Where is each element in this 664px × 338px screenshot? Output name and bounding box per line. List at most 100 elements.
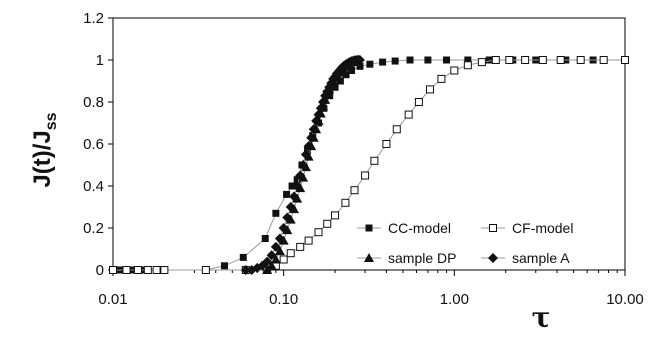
legend-label-sample-dp: sample DP [388,250,456,266]
data-point-cc-model [261,235,269,242]
data-point-cf-model [404,110,413,119]
data-point-cc-model [391,57,399,65]
data-point-sample-a [300,149,311,160]
series-layer [109,55,629,275]
data-point-cf-model [152,266,161,274]
data-point-cf-model [279,255,288,264]
data-point-cf-model [576,56,585,64]
data-point-sample-a [298,160,309,170]
y-tick-label: 1 [96,52,104,69]
y-axis: 0 0.2 0.4 0.6 0.8 1 1.2 [83,10,113,279]
data-point-cc-model [220,262,228,270]
data-point-cf-model [370,156,379,165]
data-point-cf-model [331,211,340,220]
data-point-sample-a [270,241,281,252]
data-point-cc-model [366,60,374,68]
y-tick-label: 1.2 [83,10,104,27]
data-point-sample-a [274,233,285,244]
data-point-sample-a [308,124,319,135]
data-point-cc-model [464,56,472,64]
legend-marker-sample-dp [364,253,374,262]
data-point-cc-model [336,77,344,85]
y-tick-label: 0.2 [83,220,104,237]
data-point-cc-model [293,176,301,184]
data-point-cf-model [382,140,391,148]
y-tick-label: 0.6 [83,136,104,153]
data-point-sample-a [240,265,251,275]
series-line-cc-model [113,59,625,271]
y-tick-label: 0 [96,262,104,279]
x-tick-label: 1.00 [440,291,469,308]
legend-label-cc-model: CC-model [388,220,451,236]
series-line-cf-model [113,59,625,271]
data-point-cf-model [314,228,323,237]
series-cc-model [109,56,629,274]
data-point-cf-model [341,198,350,207]
data-point-cf-model [304,236,313,245]
data-point-cf-model [133,266,142,274]
data-point-cf-model [556,56,565,64]
series-sample-a [240,55,365,275]
y-tick-label: 0.4 [83,178,104,195]
data-point-sample-a [262,256,273,267]
data-point-cc-model [379,58,387,66]
legend-marker-sample-a [488,253,498,263]
data-point-cf-model [350,186,359,195]
data-point-cf-model [143,266,152,274]
data-point-cf-model [201,266,210,274]
data-point-cf-model [477,58,486,67]
data-point-cf-model [621,56,629,64]
data-point-sample-a [306,132,317,143]
legend: CC-model CF-model sample DP sample A [357,220,573,266]
data-point-sample-dp [274,246,285,256]
legend-label-sample-a: sample A [512,250,570,266]
series-cf-model [109,56,629,274]
data-point-cc-model [342,71,350,79]
data-point-sample-dp [270,254,281,264]
x-axis: 0.01 0.10 1.00 10.00 [98,270,644,308]
data-point-cf-model [361,171,370,180]
legend-marker-cc-model [365,224,373,232]
data-point-sample-dp [278,235,289,245]
data-point-cf-model [160,266,169,274]
data-point-sample-a [354,55,365,65]
data-point-cc-model [288,182,296,190]
data-point-cc-model [406,56,414,64]
data-point-cf-model [323,219,332,228]
legend-label-cf-model: CF-model [512,220,573,236]
data-point-sample-a [266,250,277,261]
data-point-cc-model [239,253,247,261]
data-point-cf-model [425,85,434,94]
data-point-sample-dp [266,260,277,270]
data-point-sample-a [295,170,306,181]
x-tick-label: 10.00 [606,291,644,308]
data-point-sample-a [303,141,314,152]
data-point-cc-model [356,62,364,70]
data-point-cc-model [443,56,451,64]
data-point-cc-model [424,56,432,64]
data-point-cf-model [505,56,514,64]
data-point-sample-a [292,181,303,191]
data-point-cf-model [392,125,401,134]
data-point-cf-model [463,61,472,70]
data-point-cc-model [348,67,356,74]
x-tick-label: 0.10 [269,291,298,308]
x-axis-label: τ [532,301,551,333]
data-point-cf-model [296,242,305,251]
data-point-cf-model [109,266,117,274]
data-point-cf-model [450,66,459,75]
data-point-cf-model [437,74,446,83]
data-point-cf-model [599,56,608,64]
data-point-cc-model [283,190,291,198]
data-point-cc-model [272,209,280,217]
data-point-cf-model [538,56,547,64]
data-point-sample-a [278,223,289,233]
data-point-sample-a [289,191,300,202]
data-point-cf-model [122,266,131,274]
data-point-cf-model [414,98,423,106]
data-point-cf-model [491,56,500,64]
x-tick-label: 0.01 [98,291,127,308]
y-axis-label: J(t)/Jss [29,112,60,187]
data-point-cf-model [521,56,530,64]
